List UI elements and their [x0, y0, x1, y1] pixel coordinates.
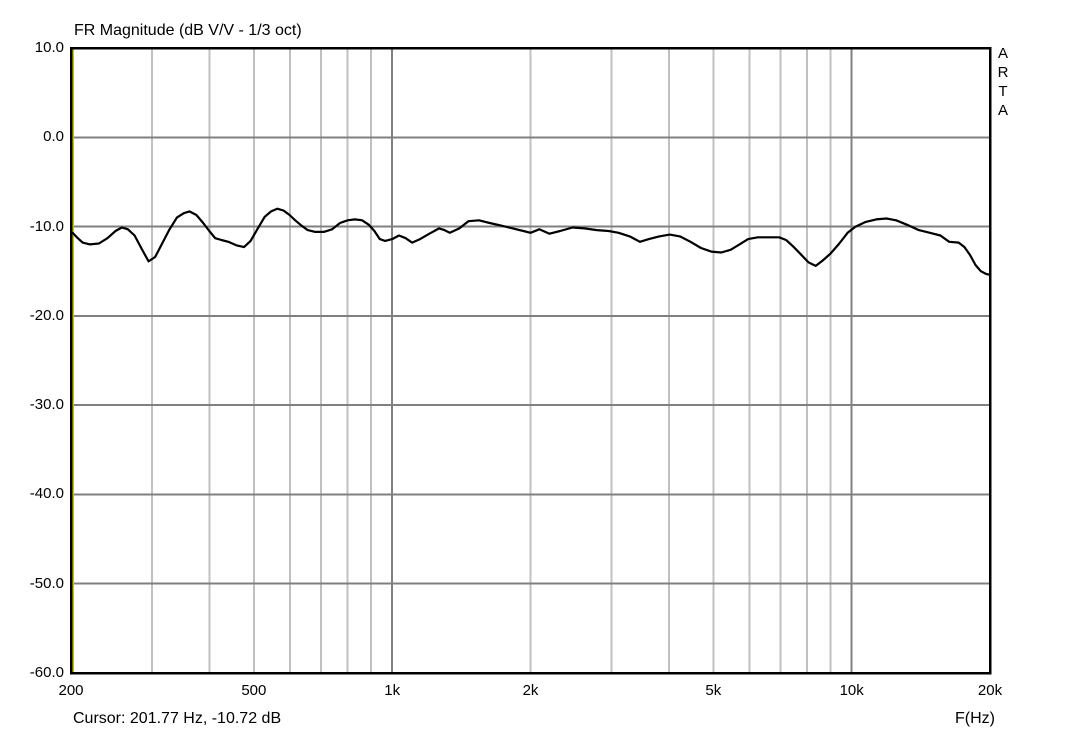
- y-tick-label: -10.0: [29, 217, 64, 235]
- y-tick-label: -30.0: [29, 396, 64, 414]
- y-tick-label: 10.0: [34, 39, 64, 56]
- grid-major-vertical: [391, 48, 853, 673]
- plot-border: [69, 46, 992, 675]
- y-tick-label: -60.0: [29, 664, 64, 681]
- x-axis-unit-label: F(Hz): [955, 710, 995, 727]
- grid-horizontal: [71, 136, 990, 585]
- x-tick-label: 20k: [977, 682, 1003, 699]
- x-tick-label: 5k: [705, 682, 722, 699]
- y-tick-label: -40.0: [29, 485, 64, 503]
- x-tick-label: 500: [241, 682, 267, 699]
- x-tick-label: 200: [58, 682, 84, 699]
- grid-minor-vertical: [150, 48, 832, 673]
- x-tick-label: 2k: [522, 682, 539, 699]
- x-tick-label: 10k: [839, 682, 864, 699]
- arta-watermark: A R T A: [997, 45, 1009, 119]
- y-tick-label: -50.0: [29, 574, 64, 592]
- y-tick-label: 0.0: [43, 128, 64, 146]
- fr-magnitude-curve: [71, 207, 992, 276]
- y-tick-label: -20.0: [29, 306, 64, 324]
- chart-title: FR Magnitude (dB V/V - 1/3 oct): [74, 22, 302, 39]
- x-tick-label: 1k: [384, 682, 401, 699]
- cursor-readout: Cursor: 201.77 Hz, -10.72 dB: [73, 710, 282, 727]
